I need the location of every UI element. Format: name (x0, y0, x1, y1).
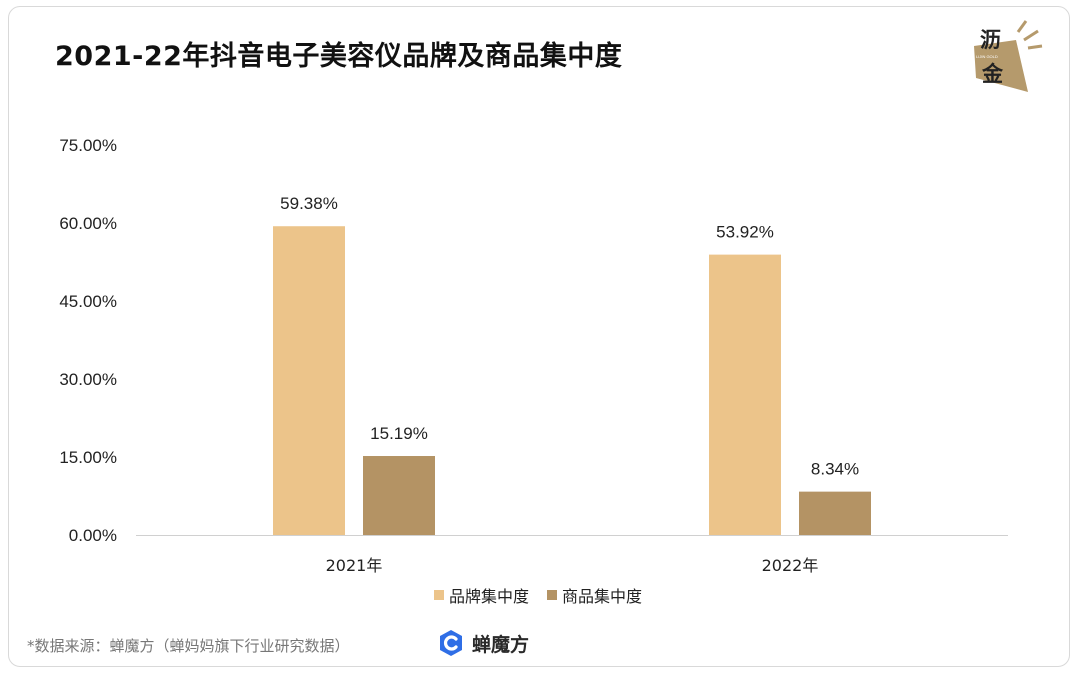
x-category-label: 2021年 (326, 556, 383, 575)
data-label: 59.38% (280, 194, 338, 213)
chart-frame (8, 6, 1070, 667)
bar-product (799, 491, 871, 535)
bar-brand (273, 226, 345, 535)
y-tick-label: 60.00% (59, 214, 117, 233)
chart-title: 2021-22年抖音电子美容仪品牌及商品集中度 (55, 41, 623, 72)
chanmofang-logo-icon (440, 630, 462, 656)
data-label: 15.19% (370, 424, 428, 443)
chart-legend: 品牌集中度 商品集中度 (434, 583, 660, 607)
data-label: 8.34% (811, 460, 859, 479)
legend-label-brand: 品牌集中度 (449, 587, 530, 606)
brand-name: 蝉魔方 (472, 633, 530, 656)
chanmofang-brand: 蝉魔方 (436, 628, 529, 658)
bar-product (363, 456, 435, 535)
logo-emblem-icon: LIJIN GOLD (974, 20, 1043, 92)
legend-label-product: 商品集中度 (562, 587, 643, 606)
legend-swatch-brand (434, 590, 444, 600)
y-tick-label: 0.00% (69, 526, 117, 545)
legend-item-product: 商品集中度 (547, 583, 642, 607)
bar-brand (709, 254, 781, 535)
y-tick-label: 75.00% (59, 136, 117, 155)
data-source-note: *数据来源：蝉魔方（蝉妈妈旗下行业研究数据） (27, 637, 350, 655)
x-category-label: 2022年 (762, 556, 819, 575)
y-tick-label: 45.00% (59, 292, 117, 311)
logo-tagline: LIJIN GOLD (976, 54, 998, 59)
lijin-logo: LIJIN GOLD 沥 金 (966, 18, 1050, 96)
data-label: 53.92% (716, 223, 774, 242)
y-tick-label: 30.00% (59, 370, 117, 389)
legend-swatch-product (547, 590, 558, 600)
logo-char-bottom: 金 (982, 62, 1003, 86)
logo-char-top: 沥 (980, 28, 1001, 52)
y-tick-label: 15.00% (59, 448, 117, 467)
legend-item-brand: 品牌集中度 (434, 583, 529, 607)
